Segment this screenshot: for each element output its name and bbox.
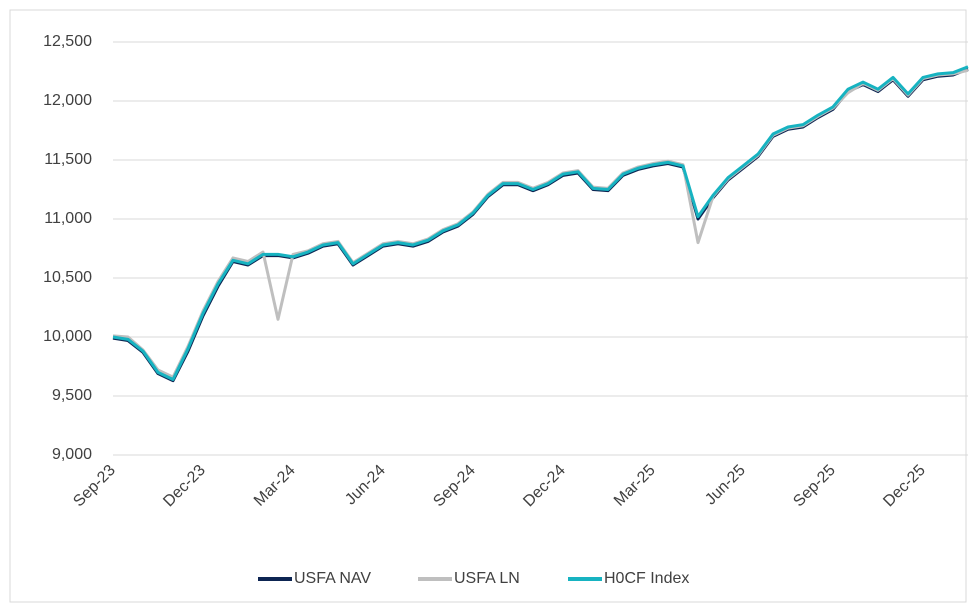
legend-label: H0CF Index — [604, 570, 689, 587]
y-tick-label: 9,000 — [52, 446, 92, 463]
y-tick-label: 9,500 — [52, 387, 92, 404]
y-tick-label: 10,500 — [43, 269, 92, 286]
y-tick-label: 12,500 — [43, 33, 92, 50]
legend-label: USFA LN — [454, 570, 520, 587]
y-tick-label: 11,500 — [44, 151, 92, 168]
y-tick-label: 11,000 — [44, 210, 92, 227]
chart-border — [9, 9, 967, 603]
y-tick-label: 12,000 — [43, 92, 92, 109]
legend-label: USFA NAV — [294, 570, 371, 587]
line-series — [112, 65, 969, 381]
y-tick-label: 10,000 — [43, 328, 92, 345]
